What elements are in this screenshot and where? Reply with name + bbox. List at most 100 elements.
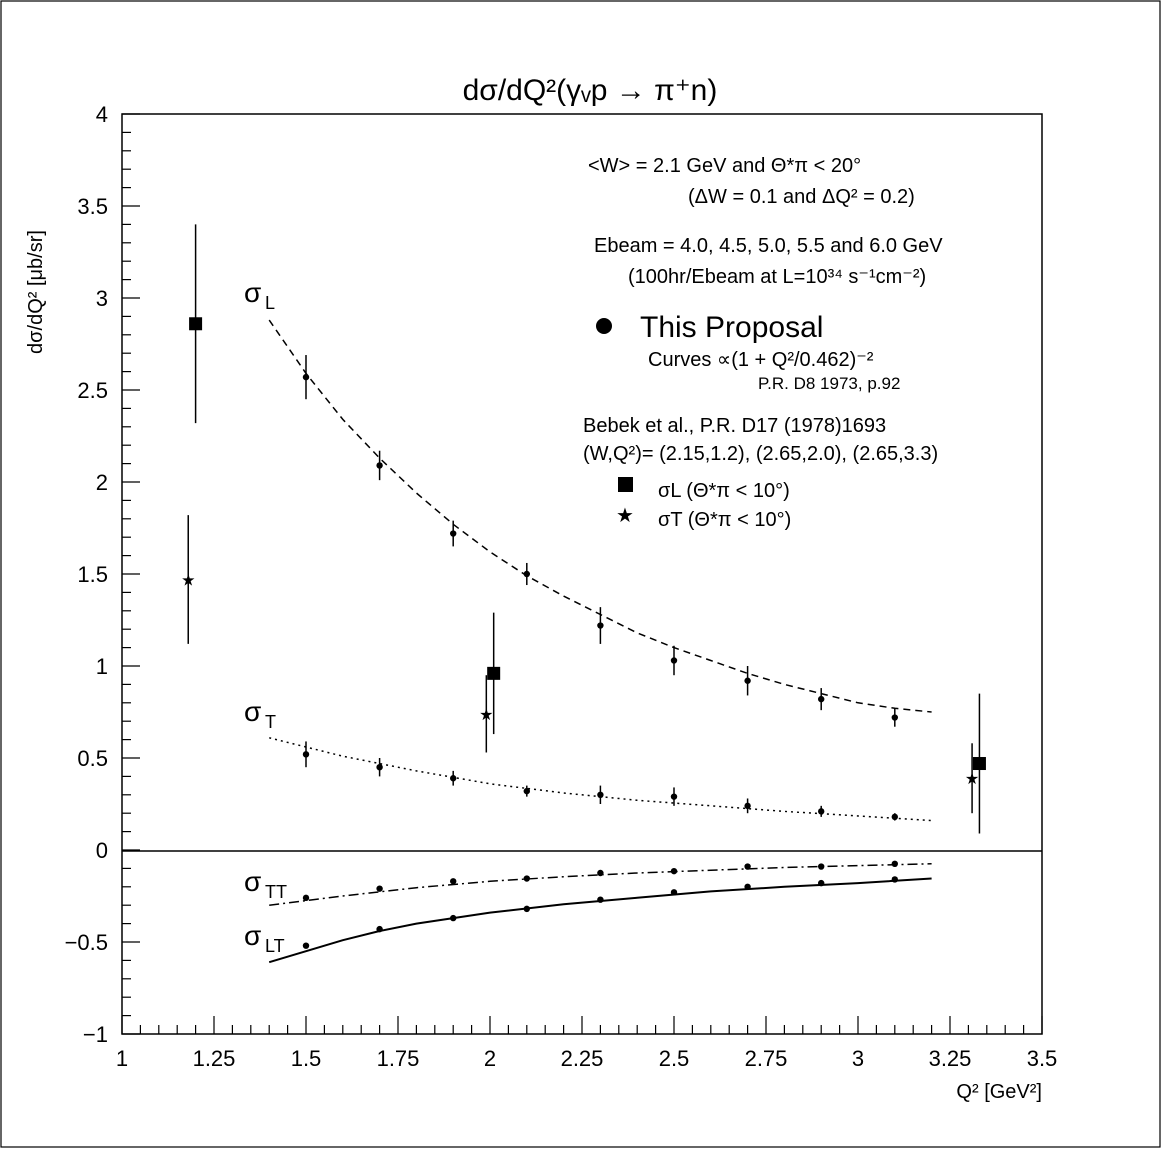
annotation-luminosity: (100hr/Ebeam at L=10³⁴ s⁻¹cm⁻²) xyxy=(628,266,926,288)
y-tick-label: 0.5 xyxy=(77,746,108,771)
data-point xyxy=(450,530,457,537)
y-tick-label: 2.5 xyxy=(77,378,108,403)
y-axis-label: dσ/dQ² [μb/sr] xyxy=(25,230,47,354)
data-point xyxy=(450,914,457,922)
data-point-star: ★ xyxy=(181,571,195,590)
data-point xyxy=(597,869,604,877)
data-point-square xyxy=(487,666,501,680)
data-point xyxy=(818,863,825,870)
svg-text:σ: σ xyxy=(244,866,261,897)
annotation-curves: Curves ∝(1 + Q²/0.462)⁻² xyxy=(648,349,874,371)
y-tick-labels: −1 −0.5 0 0.5 1 1.5 2 2.5 3 3.5 4 xyxy=(65,102,108,1047)
legend-label-sigma-l: σL (Θ*π < 10°) xyxy=(658,480,790,502)
data-point-square xyxy=(189,317,203,331)
data-points: ★ ★ ★ xyxy=(181,224,986,949)
chart-title: dσ/dQ²(γᵥp → π⁺n) xyxy=(463,74,718,107)
data-point xyxy=(891,813,898,821)
y-tick-label: 2 xyxy=(96,470,108,495)
data-point-star: ★ xyxy=(965,769,979,788)
x-tick-label: 1 xyxy=(116,1046,128,1071)
annotation-w-theta: <W> = 2.1 GeV and Θ*π < 20° xyxy=(588,155,861,177)
svg-text:σ: σ xyxy=(244,920,261,951)
svg-text:σ: σ xyxy=(244,277,261,308)
x-tick-label: 1.5 xyxy=(291,1046,322,1071)
annotation-wq2: (W,Q²)= (2.15,1.2), (2.65,2.0), (2.65,3.… xyxy=(583,443,938,465)
svg-text:T: T xyxy=(265,712,276,732)
data-point xyxy=(302,373,310,381)
data-point xyxy=(670,889,678,896)
svg-text:L: L xyxy=(265,293,275,313)
y-tick-label: 1.5 xyxy=(77,562,108,587)
legend-marker-proposal xyxy=(596,318,612,334)
data-point xyxy=(302,942,310,949)
axis-ticks xyxy=(121,113,1043,1035)
y-tick-label: 4 xyxy=(96,102,108,127)
data-point-square xyxy=(972,757,986,771)
data-point xyxy=(523,905,530,913)
data-point xyxy=(523,570,530,578)
data-point-star: ★ xyxy=(479,705,493,724)
y-tick-label: 0 xyxy=(96,838,108,863)
legend-label-sigma-t: σT (Θ*π < 10°) xyxy=(658,509,791,531)
data-point xyxy=(818,808,825,815)
x-tick-label: 1.75 xyxy=(377,1046,420,1071)
legend-marker-square xyxy=(618,477,633,492)
data-point xyxy=(376,885,383,892)
data-point xyxy=(376,462,383,469)
data-point xyxy=(376,764,383,771)
legend-marker-star: ★ xyxy=(616,503,634,527)
annotation-pr-d8: P.R. D8 1973, p.92 xyxy=(758,374,900,393)
x-tick-label: 2.75 xyxy=(745,1046,788,1071)
data-point xyxy=(818,879,825,887)
data-point xyxy=(670,657,678,664)
curve-label-sigma-tt: σ TT xyxy=(244,866,287,902)
x-axis-label: Q² [GeV²] xyxy=(956,1081,1042,1103)
y-tick-label: 3.5 xyxy=(77,194,108,219)
data-point xyxy=(744,863,751,870)
y-tick-label: 3 xyxy=(96,286,108,311)
y-tick-label: −0.5 xyxy=(65,930,108,955)
x-tick-label: 3.25 xyxy=(929,1046,972,1071)
data-point xyxy=(891,860,898,867)
x-tick-label: 2 xyxy=(484,1046,496,1071)
data-point xyxy=(523,875,530,882)
legend-label-proposal: This Proposal xyxy=(640,311,823,344)
y-tick-label: −1 xyxy=(83,1022,108,1047)
x-tick-label: 1.25 xyxy=(193,1046,236,1071)
data-point xyxy=(597,622,604,629)
data-point xyxy=(670,793,678,800)
data-point xyxy=(744,802,751,810)
x-tick-label: 3.5 xyxy=(1027,1046,1058,1071)
data-point xyxy=(302,751,310,758)
data-point xyxy=(450,775,457,782)
x-tick-labels: 1 1.25 1.5 1.75 2 2.25 2.5 2.75 3 3.25 3.5 xyxy=(116,1046,1057,1071)
x-tick-label: 2.25 xyxy=(561,1046,604,1071)
annotation-ebeam: Ebeam = 4.0, 4.5, 5.0, 5.5 and 6.0 GeV xyxy=(594,235,943,257)
curve-sigma-t xyxy=(269,737,932,822)
data-point xyxy=(670,867,678,875)
svg-text:LT: LT xyxy=(265,936,285,956)
data-point xyxy=(744,883,751,890)
data-point xyxy=(523,787,530,795)
data-point xyxy=(376,925,383,933)
data-point xyxy=(597,896,604,903)
curve-label-sigma-lt: σ LT xyxy=(244,920,285,956)
x-tick-label: 2.5 xyxy=(659,1046,690,1071)
svg-text:σ: σ xyxy=(244,696,261,727)
curve-sigma-lt xyxy=(268,877,932,964)
data-point xyxy=(891,714,898,721)
y-tick-label: 1 xyxy=(96,654,108,679)
data-point xyxy=(302,894,310,902)
svg-text:TT: TT xyxy=(265,882,287,902)
annotation-bebek: Bebek et al., P.R. D17 (1978)1693 xyxy=(583,415,886,437)
x-tick-label: 3 xyxy=(852,1046,864,1071)
data-point xyxy=(818,695,825,703)
data-point xyxy=(744,677,751,684)
data-point xyxy=(450,878,457,885)
curve-label-sigma-l: σ L xyxy=(244,277,275,313)
data-point xyxy=(597,791,604,798)
curve-label-sigma-t: σ T xyxy=(244,696,276,732)
data-point xyxy=(891,876,898,883)
